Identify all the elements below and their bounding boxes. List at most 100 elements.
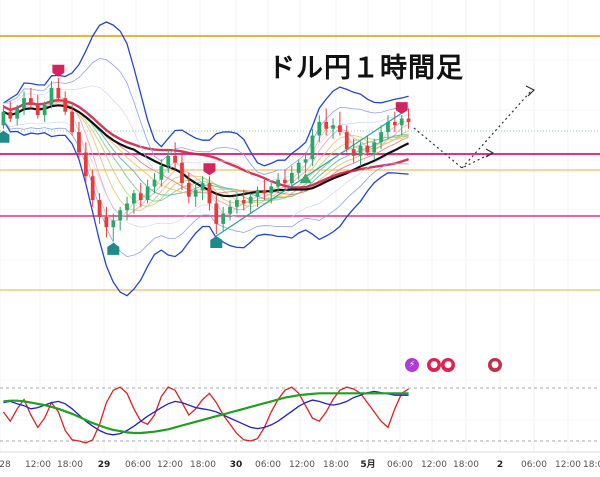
candle-body — [180, 162, 184, 184]
candle-body — [262, 189, 267, 194]
projection-path — [413, 85, 536, 169]
candle-body — [186, 183, 191, 197]
oscillator-line — [3, 392, 409, 435]
candle-body — [111, 220, 116, 228]
grid — [0, 0, 600, 452]
candle-body — [29, 98, 33, 105]
candle-body — [207, 183, 212, 204]
candle-body — [159, 166, 164, 180]
oscillator-line — [2, 386, 409, 444]
candle-body — [214, 203, 219, 224]
candle-body — [283, 179, 287, 184]
projection-arrowhead — [525, 85, 536, 97]
candle-body — [235, 200, 239, 207]
candle-body — [386, 121, 390, 133]
flag-us-icon[interactable]: ● — [488, 358, 502, 372]
x-tick-label: 06:00 — [255, 460, 281, 470]
candle-body — [303, 159, 308, 163]
candle-body — [296, 162, 301, 173]
candle-body — [70, 111, 74, 133]
candle-body — [228, 206, 232, 214]
candle-body — [200, 183, 205, 190]
x-tick-label: 06:00 — [125, 460, 151, 470]
x-tick-label: 06:00 — [521, 460, 547, 470]
sma-black-line — [2, 104, 410, 198]
oscillator-line — [3, 390, 409, 436]
candle-body — [8, 111, 13, 119]
candle-body — [63, 98, 68, 112]
candle-body — [255, 189, 260, 197]
candle-body — [15, 108, 20, 119]
x-tick-label: 18:00 — [583, 460, 600, 470]
candle-body — [269, 186, 274, 194]
ribbon-ma-line — [3, 96, 409, 223]
candle-body — [221, 213, 226, 224]
band-middle-upper — [3, 57, 409, 175]
candle-body — [97, 200, 102, 218]
x-axis: 28 12:00 18:00 29 06:00 12:00 18:00 30 06:00 12:0… — [0, 451, 600, 470]
ribbon-ma-line — [3, 104, 409, 208]
candle-body — [166, 155, 171, 167]
band-inner-upper — [3, 85, 409, 183]
candle-body — [324, 121, 329, 129]
ribbon-ma-line — [3, 101, 409, 217]
candle-body — [399, 118, 404, 126]
top-signal-marker — [52, 64, 65, 77]
projection-arrowhead — [485, 148, 495, 158]
x-tick-label: 12:00 — [555, 460, 581, 470]
candle-body — [132, 193, 136, 204]
x-tick-label: 28 — [0, 460, 11, 470]
sma-red-line — [2, 98, 409, 189]
x-tick-label: 12:00 — [157, 460, 183, 470]
candle-body — [90, 176, 95, 201]
candle-body — [49, 87, 54, 105]
candle-body — [372, 142, 377, 153]
bottom-signal-marker — [210, 236, 223, 249]
flag-jp-icon[interactable]: ● — [441, 358, 455, 372]
top-signal-marker — [395, 102, 408, 115]
lightning-icon[interactable]: ⚡ — [405, 358, 419, 372]
candle-body — [358, 145, 363, 156]
flag-jp-icon[interactable]: ● — [427, 358, 441, 372]
candle-body — [241, 200, 246, 204]
projection-dotted-line — [413, 89, 533, 169]
candle-body — [152, 179, 157, 187]
bottom-signal-marker — [0, 130, 10, 143]
top-signal-marker — [203, 163, 216, 176]
x-tick-label: 12:00 — [289, 460, 315, 470]
candle-body — [276, 179, 280, 187]
ribbon-ma-line — [3, 104, 409, 198]
candle-body — [248, 196, 253, 204]
candle-body — [351, 149, 356, 156]
x-tick-label: 18:00 — [453, 460, 479, 470]
x-tick-label: 5月 — [360, 459, 375, 470]
candle-body — [125, 203, 129, 211]
x-tick-label: 18:00 — [323, 460, 349, 470]
candles — [1, 77, 411, 241]
candle-body — [310, 135, 315, 160]
bottom-signal-marker — [107, 242, 120, 255]
band-outer-upper — [3, 21, 409, 167]
x-tick-label: 18:00 — [190, 460, 216, 470]
candle-body — [406, 118, 411, 122]
candle-body — [138, 193, 143, 201]
x-tick-label: 18:00 — [57, 460, 83, 470]
candle-body — [344, 132, 349, 150]
candle-body — [193, 189, 198, 197]
band-middle-lower — [3, 119, 409, 258]
chart-title: ドル円１時間足 — [268, 53, 464, 84]
candle-body — [83, 152, 88, 177]
candle-body — [145, 186, 150, 201]
candle-body — [118, 210, 123, 221]
candle-body — [77, 132, 81, 153]
candle-body — [379, 132, 383, 143]
candle-body — [289, 172, 294, 184]
oscillator-pane — [0, 386, 600, 444]
x-tick-label: 29 — [98, 460, 111, 470]
buy-arrow-marker — [299, 173, 312, 184]
x-tick-label: 12:00 — [25, 460, 51, 470]
candle-body — [173, 155, 177, 163]
x-tick-label: 2 — [497, 460, 503, 470]
candle-body — [338, 125, 342, 133]
